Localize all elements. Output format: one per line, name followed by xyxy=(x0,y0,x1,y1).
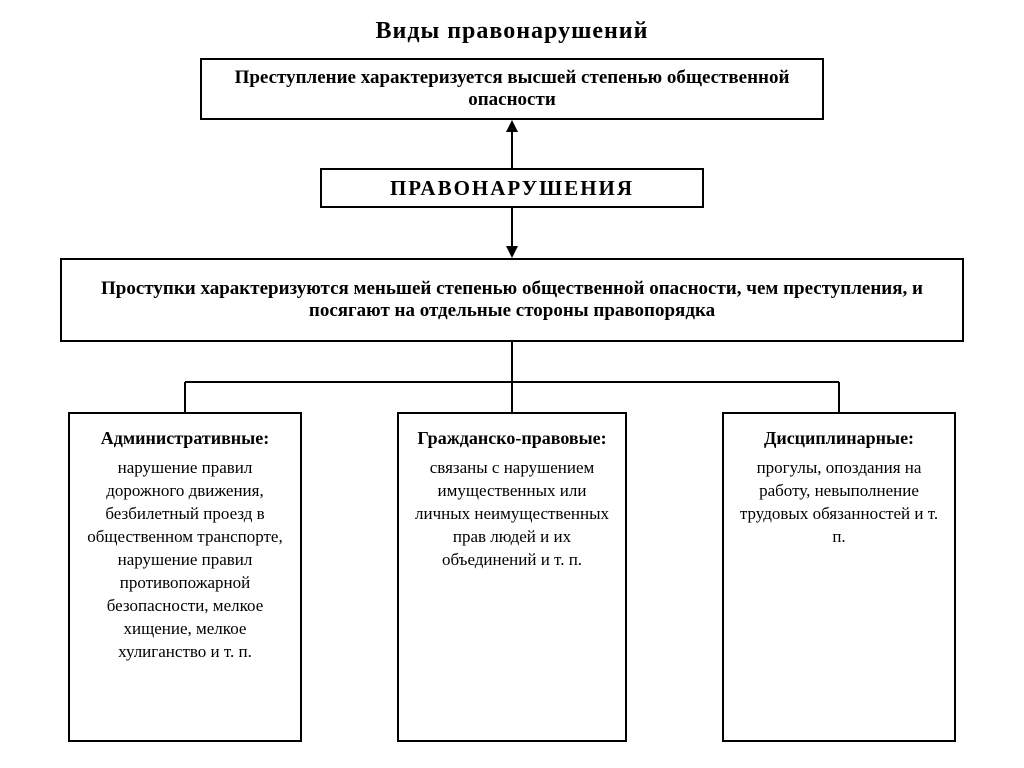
category-title: Дисциплинарные: xyxy=(764,428,914,449)
arrow-up-head-icon xyxy=(506,120,518,132)
category-body: прогулы, опоздания на работу, невыполнен… xyxy=(734,457,944,549)
category-body: связаны с нарушением имущественных или л… xyxy=(409,457,615,572)
category-title: Административные: xyxy=(101,428,269,449)
box-crime-text: Преступление характеризуется высшей степ… xyxy=(212,67,812,111)
diagram-canvas: Виды правонарушений Преступление характе… xyxy=(0,0,1024,768)
arrow-down-line xyxy=(511,208,513,248)
category-box-disciplinary: Дисциплинарные: прогулы, опоздания на ра… xyxy=(722,412,956,742)
box-misdemeanors-text: Проступки характеризуются меньшей степен… xyxy=(72,278,952,322)
connector-drop-0 xyxy=(184,382,186,412)
diagram-title: Виды правонарушений xyxy=(0,18,1024,45)
connector-drop-2 xyxy=(838,382,840,412)
category-body: нарушение правил дорожного движения, без… xyxy=(80,457,290,663)
box-center: ПРАВОНАРУШЕНИЯ xyxy=(320,168,704,208)
connector-trunk xyxy=(511,342,513,382)
connector-drop-1 xyxy=(511,382,513,412)
arrow-down-head-icon xyxy=(506,246,518,258)
category-title: Гражданско-правовые: xyxy=(417,428,606,449)
arrow-up-line xyxy=(511,130,513,168)
box-crime: Преступление характеризуется высшей степ… xyxy=(200,58,824,120)
category-box-administrative: Административные: нарушение правил дорож… xyxy=(68,412,302,742)
box-misdemeanors: Проступки характеризуются меньшей степен… xyxy=(60,258,964,342)
category-box-civil: Гражданско-правовые: связаны с нарушение… xyxy=(397,412,627,742)
box-center-text: ПРАВОНАРУШЕНИЯ xyxy=(390,176,634,201)
